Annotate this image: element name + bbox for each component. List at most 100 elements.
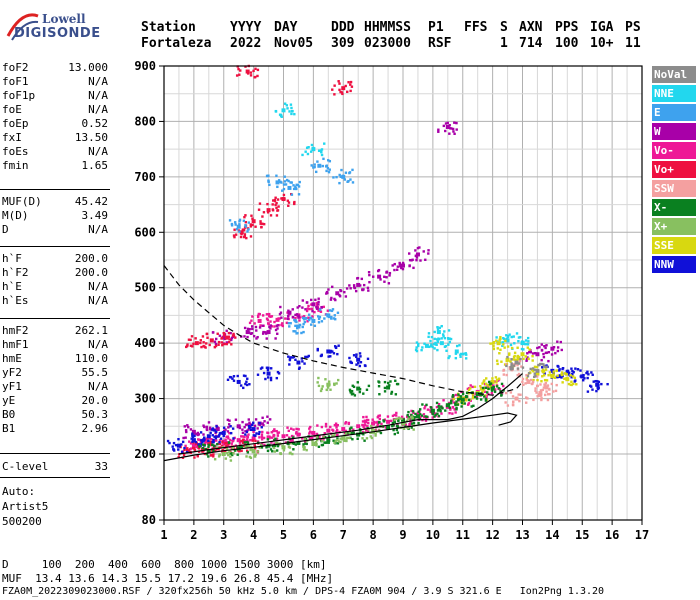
data-point-halo bbox=[425, 415, 429, 418]
data-point-halo bbox=[481, 382, 484, 385]
data-point-halo bbox=[236, 425, 240, 428]
data-point-halo bbox=[512, 358, 515, 361]
data-point-halo bbox=[454, 403, 457, 407]
data-point-halo bbox=[536, 378, 539, 382]
data-point-halo bbox=[465, 391, 469, 395]
data-point bbox=[326, 438, 331, 443]
data-point-halo bbox=[388, 274, 391, 277]
data-point-halo bbox=[262, 436, 266, 440]
data-point-halo bbox=[266, 449, 270, 453]
data-point-halo bbox=[266, 368, 270, 372]
data-point-halo bbox=[268, 418, 272, 421]
data-point-halo bbox=[248, 421, 251, 424]
data-point-halo bbox=[508, 333, 511, 336]
data-point-halo bbox=[217, 455, 221, 458]
legend-item-nnw: NNW bbox=[652, 256, 696, 273]
data-point-halo bbox=[532, 369, 535, 373]
data-point-halo bbox=[451, 127, 455, 131]
data-point-halo bbox=[258, 436, 261, 439]
data-point-halo bbox=[216, 332, 219, 335]
data-point-halo bbox=[252, 69, 255, 73]
data-point-halo bbox=[335, 382, 338, 385]
param-key: h`F2 bbox=[2, 266, 29, 279]
data-point-halo bbox=[273, 320, 276, 324]
data-point-halo bbox=[222, 426, 226, 429]
data-point-halo bbox=[256, 450, 260, 453]
data-point-halo bbox=[335, 430, 338, 433]
data-point bbox=[341, 86, 346, 91]
data-point-halo bbox=[401, 267, 405, 271]
data-point-halo bbox=[370, 436, 374, 440]
data-point-halo bbox=[287, 179, 290, 183]
data-point-halo bbox=[465, 395, 469, 398]
data-point-halo bbox=[358, 284, 362, 287]
data-point-halo bbox=[521, 377, 525, 381]
hdr-label-iga: IGA bbox=[590, 20, 614, 35]
data-point-halo bbox=[265, 317, 269, 320]
data-point-halo bbox=[321, 439, 324, 443]
data-point bbox=[356, 424, 361, 429]
data-point-halo bbox=[285, 434, 289, 437]
data-point-halo bbox=[262, 330, 265, 334]
data-point-halo bbox=[391, 414, 395, 418]
data-point-halo bbox=[336, 423, 339, 427]
data-point-halo bbox=[525, 342, 528, 346]
data-point-halo bbox=[266, 322, 270, 325]
data-point-halo bbox=[186, 344, 189, 348]
data-point-halo bbox=[200, 442, 203, 446]
data-point-halo bbox=[575, 383, 578, 386]
data-point-halo bbox=[571, 375, 575, 378]
data-point-halo bbox=[456, 403, 459, 406]
data-point-halo bbox=[415, 258, 418, 262]
data-point-halo bbox=[294, 324, 297, 328]
data-point-halo bbox=[417, 342, 420, 346]
data-point-halo bbox=[525, 358, 529, 361]
clevel-key: C-level bbox=[2, 460, 49, 473]
data-point-halo bbox=[513, 351, 517, 355]
data-point-halo bbox=[531, 354, 534, 358]
x-tick-label: 4 bbox=[250, 528, 257, 542]
plot-curves bbox=[163, 265, 523, 462]
data-point-halo bbox=[238, 449, 241, 453]
data-point-halo bbox=[579, 375, 582, 378]
data-point-halo bbox=[320, 387, 323, 391]
data-point-halo bbox=[247, 221, 251, 224]
data-point-halo bbox=[297, 185, 301, 188]
data-point-halo bbox=[565, 376, 569, 380]
data-point-halo bbox=[301, 437, 304, 440]
data-point-halo bbox=[449, 401, 453, 405]
data-point-halo bbox=[212, 438, 215, 442]
data-point-halo bbox=[509, 391, 513, 394]
x-tick-label: 7 bbox=[340, 528, 347, 542]
data-point-halo bbox=[437, 337, 440, 340]
data-point-halo bbox=[230, 338, 233, 342]
data-point-halo bbox=[595, 389, 598, 393]
data-point-halo bbox=[482, 389, 485, 392]
data-point-halo bbox=[203, 438, 206, 442]
data-point-halo bbox=[297, 316, 300, 319]
data-point-halo bbox=[303, 437, 307, 440]
data-point-halo bbox=[180, 443, 183, 446]
data-point-halo bbox=[570, 383, 573, 387]
data-point-halo bbox=[325, 169, 328, 173]
data-point-halo bbox=[310, 164, 313, 167]
data-point-halo bbox=[301, 360, 304, 363]
y-tick-label: 300 bbox=[134, 392, 156, 406]
param-key: foF1p bbox=[2, 89, 36, 102]
data-point-halo bbox=[522, 383, 525, 387]
data-point-halo bbox=[511, 367, 514, 370]
data-point-halo bbox=[288, 358, 292, 362]
data-point-halo bbox=[185, 430, 188, 434]
data-point-halo bbox=[431, 345, 434, 349]
data-point-halo bbox=[345, 439, 348, 443]
data-point-halo bbox=[516, 363, 519, 367]
data-point-halo bbox=[329, 355, 332, 358]
legend-item-ssw: SSW bbox=[652, 180, 696, 197]
hdr-value-ps: 11 bbox=[625, 36, 641, 51]
data-point-halo bbox=[533, 351, 537, 355]
data-point-halo bbox=[408, 423, 411, 426]
data-point-halo bbox=[431, 416, 434, 419]
data-point-halo bbox=[317, 149, 321, 152]
data-point-halo bbox=[542, 363, 545, 366]
data-point-halo bbox=[317, 300, 320, 304]
